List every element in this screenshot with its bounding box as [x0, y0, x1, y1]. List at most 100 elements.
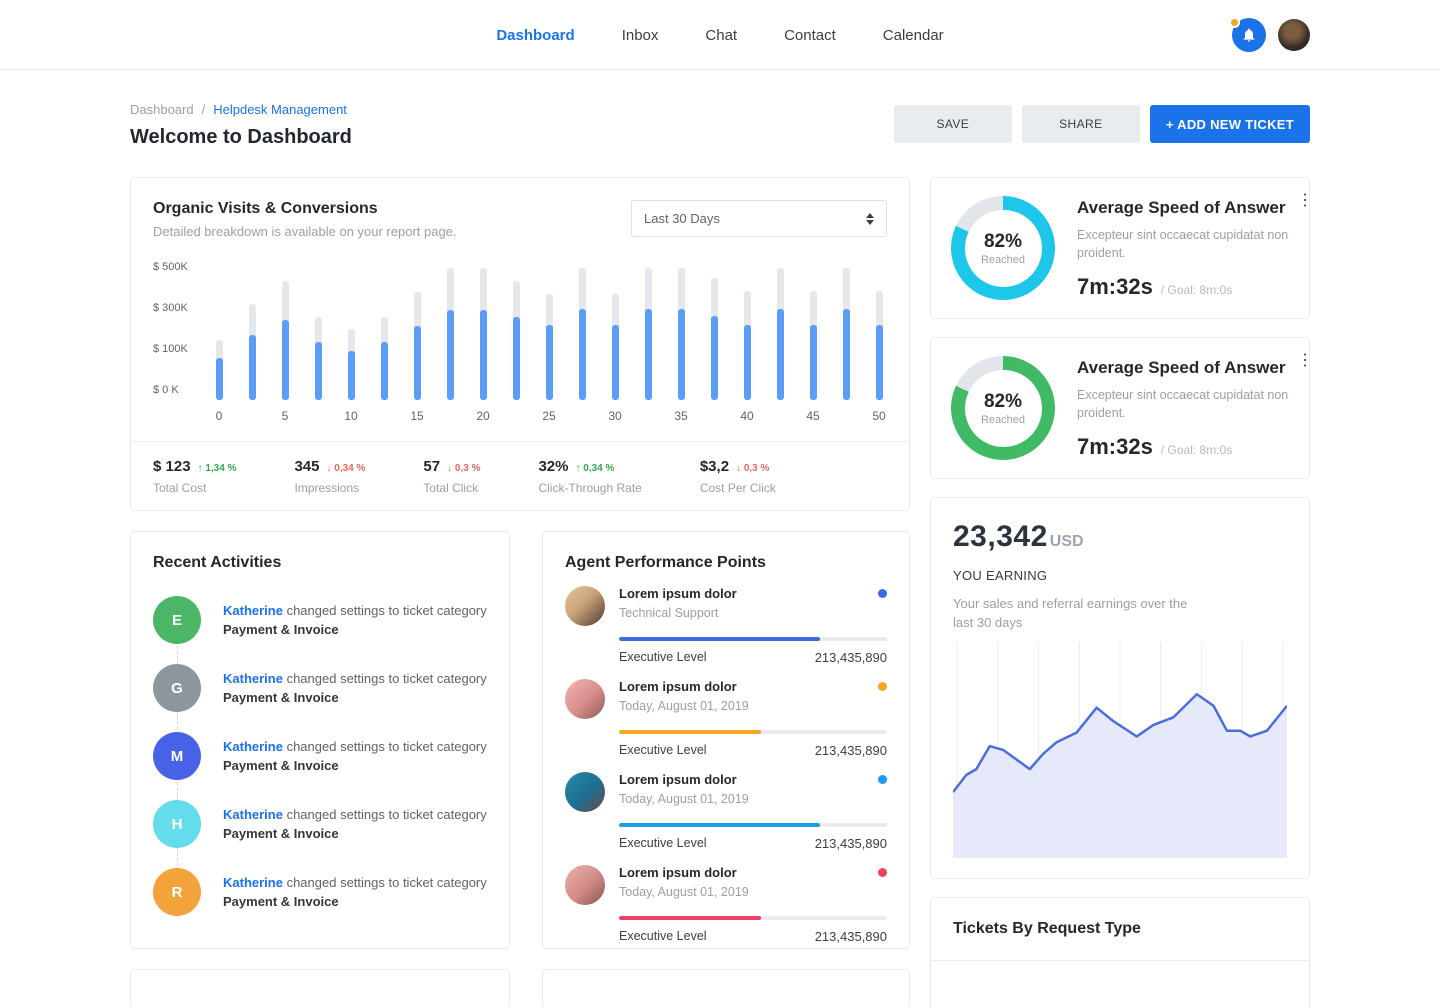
bar-value-segment — [413, 326, 421, 400]
bar-chart-x-axis: 0 5 10 15 20 25 30 35 40 45 50 — [211, 409, 887, 425]
activity-item[interactable]: H Katherine changed settings to ticket ca… — [153, 790, 487, 858]
stat-value: $3,2 — [699, 458, 730, 475]
bar-value-segment — [248, 335, 256, 400]
bar-total-segment — [281, 281, 289, 400]
agent-avatar — [565, 865, 605, 905]
earnings-label: YOU EARNING — [953, 568, 1048, 583]
activity-item[interactable]: G Katherine changed settings to ticket ca… — [153, 654, 487, 722]
y-axis-tick: $ 100K — [153, 343, 188, 355]
agent-subtitle: Technical Support — [619, 606, 719, 620]
agent-meta: Lorem ipsum dolor Today, August 01, 2019 — [619, 679, 887, 719]
bar[interactable] — [578, 268, 586, 400]
date-range-select[interactable]: Last 30 Days — [631, 200, 887, 237]
bar[interactable] — [842, 268, 850, 400]
share-button[interactable]: SHARE — [1021, 105, 1140, 143]
agent-status-dot — [878, 589, 887, 598]
x-axis-tick — [446, 409, 454, 425]
activity-item[interactable]: M Katherine changed settings to ticket ca… — [153, 722, 487, 790]
activity-avatar: M — [153, 732, 201, 780]
kebab-menu-icon[interactable]: ⋮ — [1297, 192, 1313, 209]
activity-avatar: G — [153, 664, 201, 712]
bar-total-segment — [479, 268, 487, 400]
activity-item[interactable]: E Katherine changed settings to ticket ca… — [153, 586, 487, 654]
asa-title: Average Speed of Answer — [1077, 198, 1286, 217]
stat-label: Cost Per Click — [699, 481, 776, 495]
bar-value-segment — [578, 309, 586, 400]
activity-user-link[interactable]: Katherine — [223, 603, 283, 618]
breadcrumb-root[interactable]: Dashboard — [130, 102, 194, 117]
agent-name-row: Lorem ipsum dolor — [619, 865, 887, 880]
agent-header: Lorem ipsum dolor Today, August 01, 2019 — [565, 772, 887, 812]
stat-value: 57 — [423, 458, 441, 475]
nav-item-contact[interactable]: Contact — [784, 26, 836, 44]
bar-total-segment — [380, 317, 388, 400]
notifications-button[interactable] — [1229, 17, 1266, 52]
stat-value: 345 — [294, 458, 320, 475]
activity-user-link[interactable]: Katherine — [223, 671, 283, 686]
nav-item-calendar[interactable]: Calendar — [882, 26, 944, 44]
y-axis-tick: $ 0 K — [153, 384, 179, 396]
agent-progress-fill — [619, 637, 820, 641]
activity-user-link[interactable]: Katherine — [223, 807, 283, 822]
x-axis-tick — [314, 409, 322, 425]
bar[interactable] — [677, 268, 685, 400]
nav-item-chat[interactable]: Chat — [705, 26, 738, 44]
kebab-menu-icon[interactable]: ⋮ — [1297, 352, 1313, 369]
stat-item: 32% ↑ 0,34 % Click-Through Rate — [538, 458, 641, 495]
donut-percent: 82% — [983, 230, 1023, 252]
bar[interactable] — [314, 317, 322, 400]
nav-item-inbox[interactable]: Inbox — [621, 26, 659, 44]
bar[interactable] — [512, 281, 520, 400]
stat-label: Click-Through Rate — [538, 481, 642, 495]
bar[interactable] — [215, 340, 223, 400]
save-button[interactable]: SAVE — [893, 105, 1012, 143]
activity-user-link[interactable]: Katherine — [223, 875, 283, 890]
activity-user-link[interactable]: Katherine — [223, 739, 283, 754]
bar-total-segment — [248, 304, 256, 400]
bar[interactable] — [875, 291, 883, 400]
asa-title: Average Speed of Answer — [1077, 358, 1286, 377]
agent-level-label: Executive Level — [619, 650, 707, 664]
add-new-ticket-button[interactable]: + ADD NEW TICKET — [1149, 105, 1310, 143]
bar[interactable] — [413, 292, 421, 400]
stat-value-row: 345 ↓ 0,34 % — [294, 458, 365, 475]
agent-level-row: Executive Level 213,435,890 — [619, 743, 887, 758]
agent-item[interactable]: Lorem ipsum dolor Today, August 01, 2019 E… — [565, 679, 887, 758]
bar-total-segment — [710, 278, 718, 400]
agent-progress-fill — [619, 823, 820, 827]
agent-item[interactable]: Lorem ipsum dolor Today, August 01, 2019 E… — [565, 865, 887, 944]
activity-item[interactable]: R Katherine changed settings to ticket ca… — [153, 858, 487, 926]
bar[interactable] — [776, 268, 784, 400]
breadcrumb-current[interactable]: Helpdesk Management — [213, 102, 347, 117]
x-axis-tick: 25 — [542, 409, 556, 423]
bar[interactable] — [380, 317, 388, 400]
bar[interactable] — [446, 268, 454, 400]
bar[interactable] — [545, 294, 553, 400]
bar[interactable] — [611, 294, 619, 400]
bar[interactable] — [347, 329, 355, 400]
date-range-value: Last 30 Days — [644, 211, 720, 226]
bar[interactable] — [710, 278, 718, 400]
bar[interactable] — [644, 268, 652, 400]
bar[interactable] — [809, 291, 817, 400]
agent-item[interactable]: Lorem ipsum dolor Technical Support Execut… — [565, 586, 887, 665]
stat-delta: ↑ 0,34 % — [575, 463, 615, 474]
bar[interactable] — [743, 291, 751, 400]
agent-item[interactable]: Lorem ipsum dolor Today, August 01, 2019 E… — [565, 772, 887, 851]
activity-target: Payment & Invoice — [223, 826, 339, 841]
avg-speed-card-1: 82% Reached ⋮ Average Speed of Answer Ex… — [930, 177, 1313, 319]
x-axis-tick — [776, 409, 784, 425]
nav-item-dashboard[interactable]: Dashboard — [496, 26, 575, 44]
bar-value-segment — [446, 310, 454, 400]
bar[interactable] — [479, 268, 487, 400]
agent-name: Lorem ipsum dolor — [619, 865, 737, 880]
earnings-description: Your sales and referral earnings over th… — [953, 596, 1188, 630]
stat-delta: ↓ 0,34 % — [326, 463, 366, 474]
bar[interactable] — [248, 304, 256, 400]
bar[interactable] — [281, 281, 289, 400]
user-avatar[interactable] — [1278, 19, 1310, 51]
agent-status-dot — [878, 682, 887, 691]
agent-points-value: 213,435,890 — [814, 929, 887, 944]
bar-value-segment — [875, 325, 883, 400]
x-axis-tick — [578, 409, 586, 425]
